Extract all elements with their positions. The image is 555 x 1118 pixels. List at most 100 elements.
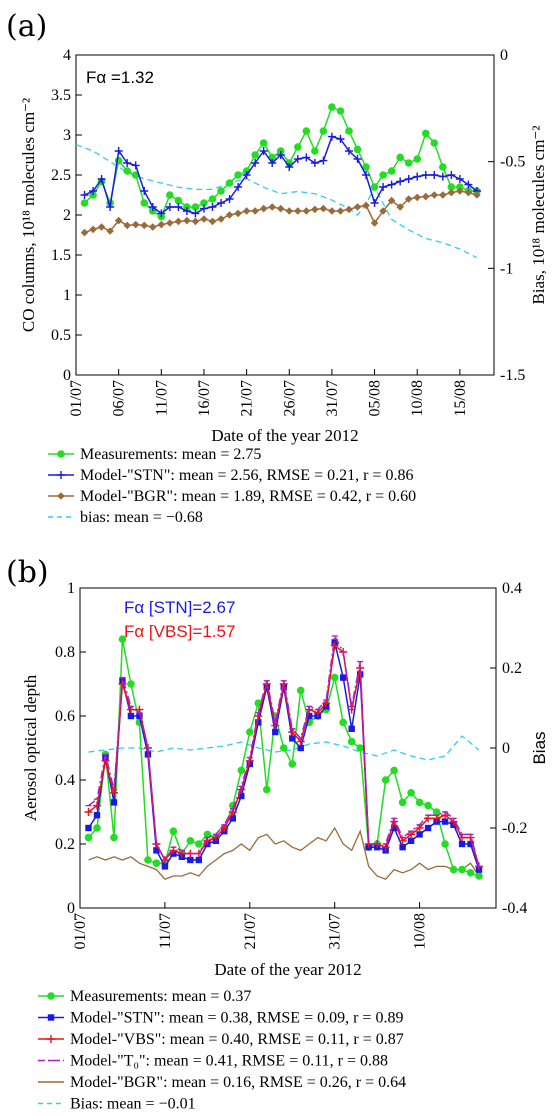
data-point	[140, 199, 149, 207]
x-axis-label: Date of the year 2012	[211, 426, 358, 445]
x-tick-label: 10/08	[409, 380, 426, 416]
data-point	[319, 204, 328, 213]
series-1	[80, 132, 481, 218]
series-line	[88, 735, 480, 761]
data-point	[153, 847, 160, 854]
data-point	[234, 171, 242, 179]
y-right-tick-label: -0.2	[502, 820, 527, 837]
y-right-tick-label: 0.4	[502, 580, 522, 597]
data-point	[379, 171, 387, 179]
data-point	[225, 211, 234, 219]
x-tick-label: 16/07	[196, 380, 213, 416]
data-point	[396, 153, 404, 162]
data-point	[297, 744, 304, 752]
data-point	[208, 217, 217, 226]
legend-entry: bias: mean = −0.68	[48, 509, 203, 526]
x-tick-label: 21/07	[239, 380, 256, 416]
data-point	[413, 172, 422, 181]
data-point	[234, 209, 242, 218]
legend-label: Model-"STN": mean = 2.56, RMSE = 0.21, r…	[80, 467, 413, 484]
y-tick-label: 0	[67, 900, 75, 917]
data-point	[229, 815, 237, 822]
data-point	[80, 199, 89, 207]
data-point	[106, 227, 114, 235]
y-tick-label: 0.2	[55, 836, 75, 853]
data-point	[148, 203, 157, 211]
data-point	[441, 840, 449, 848]
y-tick-label: 2.5	[51, 167, 71, 184]
data-point	[276, 151, 285, 159]
data-point	[407, 837, 415, 844]
data-point	[268, 203, 277, 211]
data-point	[387, 167, 396, 175]
data-point	[458, 865, 466, 874]
data-point	[234, 183, 243, 191]
y-axis-label: CO columns, 10¹⁸ molecules cm⁻²	[19, 98, 38, 332]
data-point	[93, 824, 101, 832]
x-tick-label: 26/07	[281, 380, 298, 416]
data-point	[285, 163, 294, 171]
data-point	[310, 159, 319, 167]
legend-entry: Model-"STN": mean = 0.38, RMSE = 0.09, r…	[38, 1010, 403, 1027]
data-point	[430, 171, 439, 179]
legend-marker	[57, 471, 65, 479]
data-point	[251, 151, 259, 159]
data-point	[356, 744, 364, 752]
data-point	[430, 139, 439, 147]
data-point	[396, 203, 404, 211]
data-point	[353, 203, 362, 211]
data-point	[456, 187, 464, 195]
legend-entry: Model-"STN": mean = 2.56, RMSE = 0.21, r…	[48, 467, 413, 484]
data-point	[183, 216, 191, 225]
data-point	[245, 728, 254, 736]
data-point	[362, 163, 370, 171]
series-3	[85, 633, 483, 868]
data-point	[370, 183, 379, 191]
data-point	[144, 856, 152, 864]
data-point	[464, 188, 473, 197]
data-point	[195, 840, 203, 848]
data-point	[302, 127, 311, 135]
data-point	[251, 207, 259, 215]
data-point	[339, 674, 347, 681]
data-point	[438, 172, 447, 181]
data-point	[311, 147, 319, 155]
data-point	[330, 641, 339, 650]
data-point	[140, 187, 149, 195]
data-point	[217, 215, 225, 223]
legend-label: Model-"VBS": mean = 0.40, RMSE = 0.11, r…	[70, 1031, 404, 1048]
data-point	[84, 833, 93, 842]
data-point	[345, 127, 353, 135]
data-point	[97, 223, 106, 231]
data-point	[191, 209, 200, 218]
series-1	[85, 639, 483, 873]
data-point	[285, 207, 294, 215]
x-tick-label: 21/07	[242, 913, 259, 949]
data-point	[381, 776, 390, 784]
f-alpha-annotation: Fα [VBS]=1.57	[124, 622, 235, 641]
data-point	[424, 801, 432, 810]
data-point	[123, 167, 131, 175]
y-right-tick-label: -0.5	[500, 154, 525, 171]
data-point	[85, 824, 92, 832]
data-point	[293, 207, 302, 215]
data-point	[421, 129, 430, 138]
data-point	[421, 192, 430, 201]
y-tick-label: 2	[63, 207, 71, 224]
data-point	[430, 191, 439, 199]
y-right-tick-label: 0.2	[502, 660, 522, 677]
data-point	[93, 812, 101, 819]
legend-label: bias: mean = −0.68	[80, 509, 203, 526]
data-point	[399, 844, 406, 851]
data-point	[336, 135, 345, 143]
series-2	[80, 187, 481, 237]
data-point	[404, 195, 413, 203]
data-point	[311, 205, 319, 214]
data-point	[148, 223, 157, 231]
data-point	[336, 107, 345, 115]
series-line	[88, 633, 480, 867]
x-tick-label: 31/07	[324, 380, 341, 416]
data-point	[217, 199, 226, 207]
data-point	[439, 191, 447, 199]
data-point	[328, 207, 336, 215]
